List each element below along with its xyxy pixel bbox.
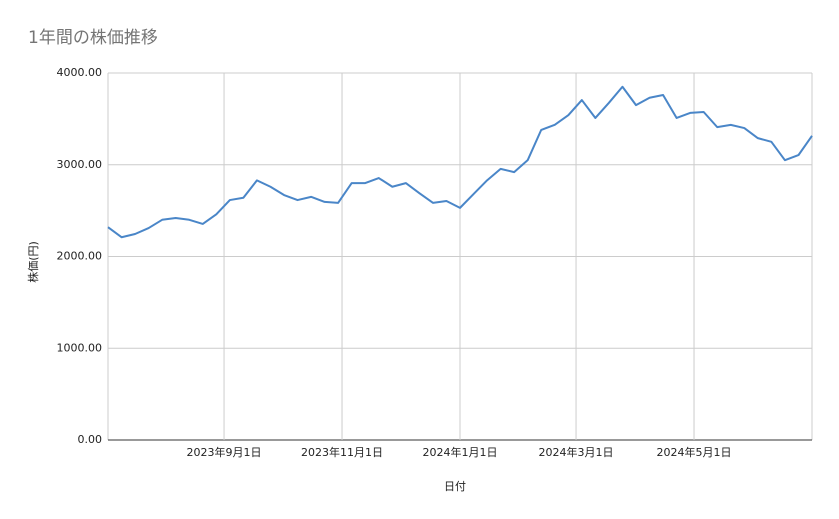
y-tick-label: 4000.00 — [57, 66, 103, 79]
y-tick-label: 3000.00 — [57, 158, 103, 171]
x-tick-label: 2024年5月1日 — [657, 445, 732, 459]
x-tick-label: 2024年3月1日 — [539, 445, 614, 459]
x-tick-label: 2023年11月1日 — [301, 445, 383, 459]
chart-title: 1年間の株価推移 — [28, 28, 158, 48]
y-axis-label: 株価(円) — [26, 241, 40, 283]
y-tick-label: 1000.00 — [57, 341, 103, 354]
x-tick-label: 2024年1月1日 — [423, 445, 498, 459]
y-tick-label: 0.00 — [78, 433, 103, 446]
y-tick-label: 2000.00 — [57, 250, 103, 263]
x-axis-label: 日付 — [444, 480, 466, 493]
price-line — [107, 85, 813, 239]
x-tick-label: 2023年9月1日 — [187, 445, 262, 459]
